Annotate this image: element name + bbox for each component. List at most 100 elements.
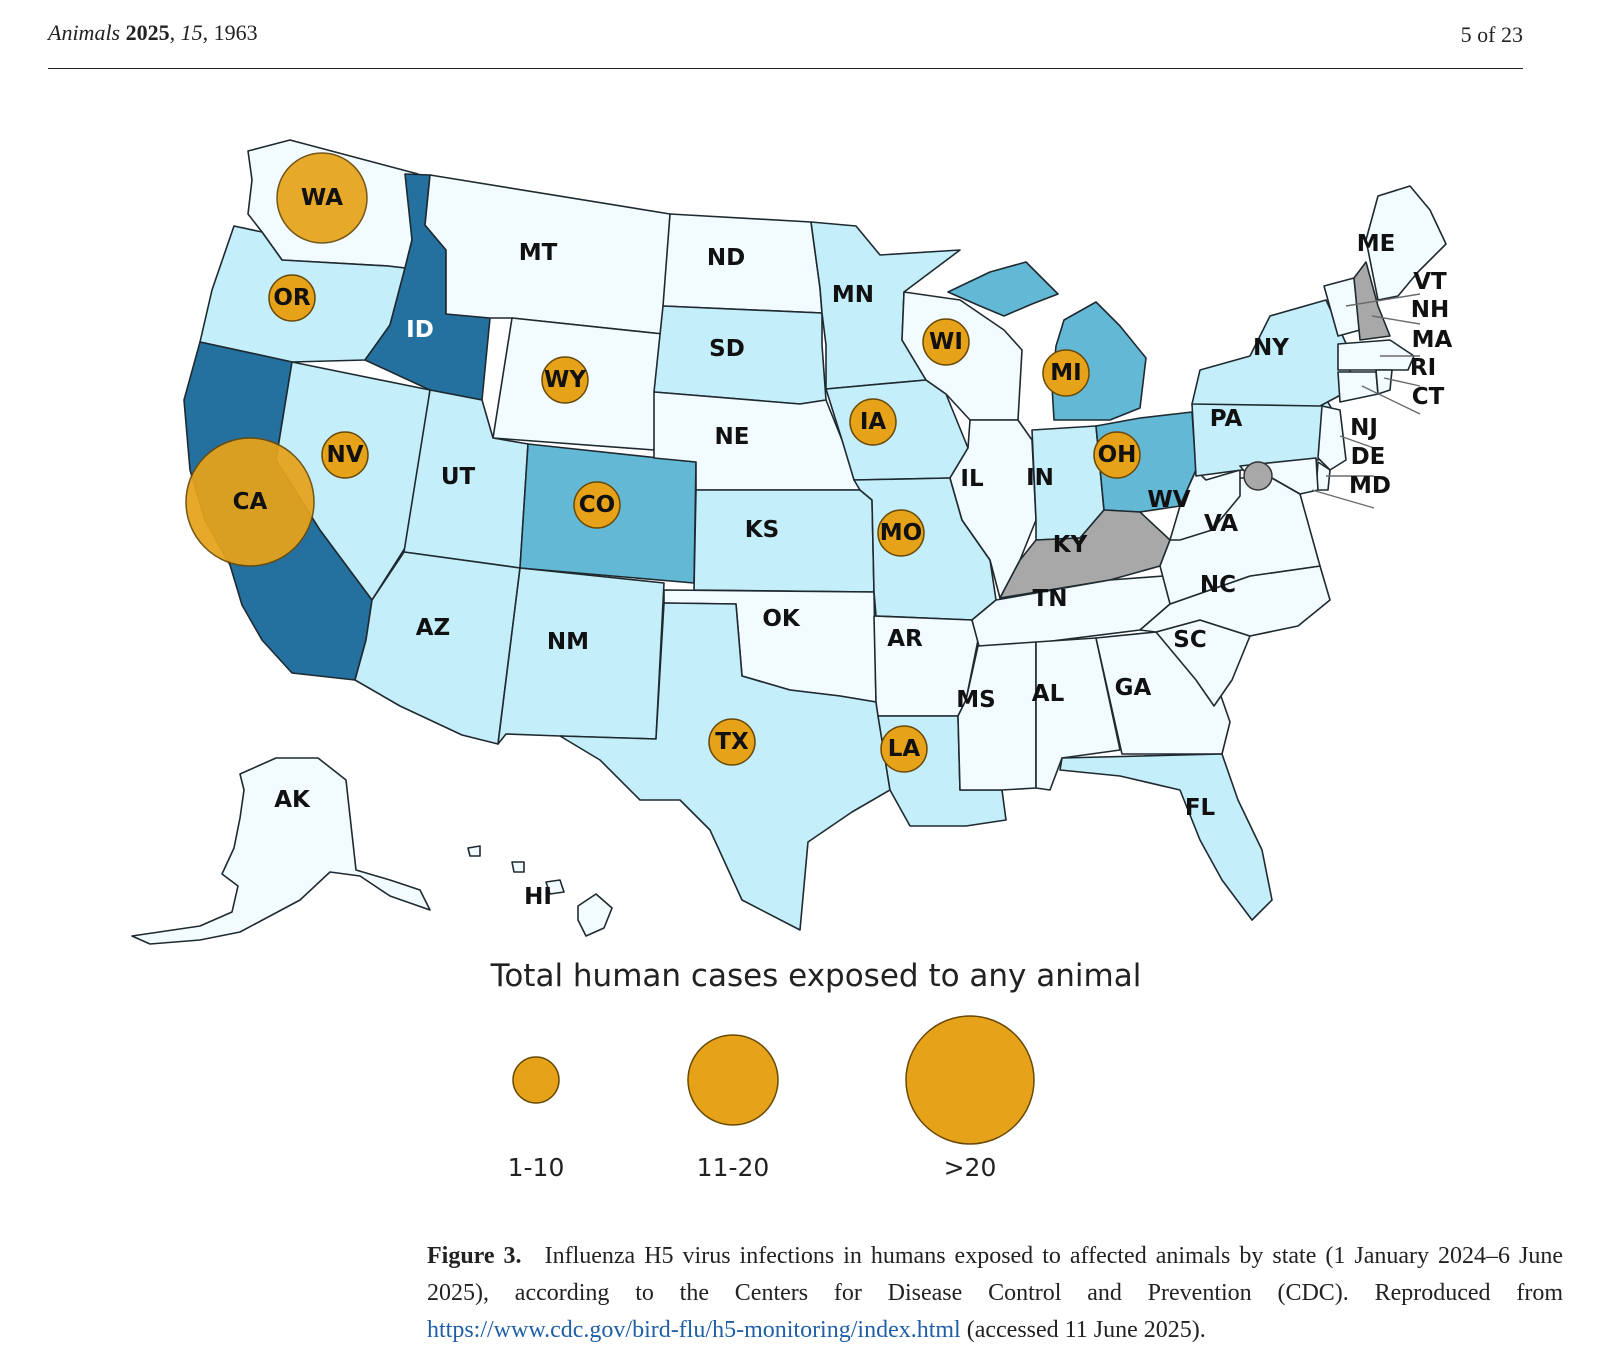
journal-name: Animals — [48, 20, 121, 45]
page-header: Animals 2025, 15, 1963 5 of 23 — [48, 18, 1523, 69]
state-TX — [559, 602, 891, 931]
case-bubbles — [185, 152, 1273, 773]
bubble-MD — [1243, 461, 1273, 491]
label-ID: ID — [406, 317, 434, 343]
label-LA: LA — [888, 736, 921, 762]
label-MD: MD — [1349, 473, 1391, 499]
leader-NJ — [1339, 435, 1375, 449]
journal-year: 2025 — [125, 20, 170, 45]
us-map-figure: Total human cases exposed to any animal … — [131, 139, 1453, 1182]
state-HI — [577, 893, 613, 937]
label-CT: CT — [1412, 384, 1445, 410]
label-VT: VT — [1413, 269, 1447, 295]
label-MS: MS — [956, 687, 995, 713]
bubble-IA — [849, 398, 897, 446]
state-KS — [693, 489, 875, 593]
label-MI: MI — [1050, 360, 1081, 386]
bubble-TX — [708, 718, 756, 766]
label-IN: IN — [1026, 465, 1054, 491]
caption-text: Influenza H5 virus infections in humans … — [427, 1243, 1564, 1306]
label-MT: MT — [519, 240, 558, 266]
caption-accessed: (accessed 11 June 2025). — [966, 1317, 1206, 1343]
leader-RI — [1383, 377, 1421, 387]
small-state-leader-lines — [1311, 293, 1421, 509]
state-ME — [1365, 185, 1447, 301]
article-number: 1963 — [213, 20, 258, 45]
state-MA — [1337, 339, 1415, 371]
label-KY: KY — [1053, 532, 1088, 558]
bubble-MO — [877, 509, 925, 557]
legend-circle-2 — [905, 1015, 1035, 1145]
source-link[interactable]: https://www.cdc.gov/bird-flu/h5-monitori… — [427, 1317, 961, 1343]
label-WA: WA — [301, 185, 343, 211]
label-NC: NC — [1200, 572, 1236, 598]
legend-label-2: >20 — [944, 1153, 997, 1182]
label-NM: NM — [547, 629, 589, 655]
label-FL: FL — [1185, 795, 1216, 821]
label-NJ: NJ — [1350, 415, 1378, 441]
label-OK: OK — [762, 606, 801, 632]
label-DE: DE — [1351, 444, 1386, 470]
state-KY — [999, 509, 1171, 599]
state-AK — [131, 757, 431, 945]
state-RI — [1375, 369, 1393, 395]
bubble-WY — [541, 356, 589, 404]
label-MN: MN — [832, 282, 874, 308]
label-HI: HI — [524, 884, 552, 910]
legend-title: Total human cases exposed to any animal — [490, 958, 1142, 994]
state-NJ — [1317, 405, 1347, 471]
bubble-OH — [1093, 431, 1141, 479]
state-MI-upper — [947, 261, 1059, 317]
figure-label: Figure 3. — [427, 1243, 522, 1269]
label-SD: SD — [709, 336, 745, 362]
label-WY: WY — [544, 367, 586, 393]
bubble-CA — [185, 437, 315, 567]
legend-label-0: 1-10 — [508, 1153, 565, 1182]
legend-label-1: 11-20 — [697, 1153, 770, 1182]
label-NH: NH — [1411, 297, 1450, 323]
journal-volume: 15 — [180, 20, 203, 45]
state-NM — [497, 567, 665, 745]
legend-circle-0 — [512, 1056, 560, 1104]
label-SC: SC — [1173, 627, 1206, 653]
label-ND: ND — [707, 245, 745, 271]
state-CT — [1337, 371, 1379, 403]
bubble-LA — [880, 725, 928, 773]
state-HI-3 — [511, 861, 525, 873]
label-AZ: AZ — [416, 615, 450, 641]
label-NV: NV — [326, 442, 363, 468]
figure-caption: Figure 3. Influenza H5 virus infections … — [427, 1238, 1563, 1349]
leader-CT — [1361, 385, 1421, 415]
legend: 1-10 11-20 >20 — [508, 1015, 1035, 1182]
label-IL: IL — [960, 466, 984, 492]
label-PA: PA — [1210, 406, 1243, 432]
label-IA: IA — [860, 409, 887, 435]
label-MA: MA — [1412, 327, 1453, 353]
journal-citation: Animals 2025, 15, 1963 — [48, 20, 258, 45]
label-NY: NY — [1253, 335, 1289, 361]
label-AR: AR — [887, 626, 923, 652]
leader-VT — [1345, 293, 1421, 307]
state-labels: WA OR CA NV ID MT WY UT AZ NM CO ND SD NE KS OK TX MN IA MO… — [233, 185, 1453, 910]
label-TX: TX — [715, 729, 749, 755]
label-VA: VA — [1204, 511, 1238, 537]
label-TN: TN — [1033, 586, 1068, 612]
state-FL — [1059, 753, 1273, 921]
label-WI: WI — [929, 329, 963, 355]
leader-NH — [1371, 315, 1421, 325]
label-OH: OH — [1098, 442, 1137, 468]
state-shapes — [131, 139, 1447, 945]
label-CA: CA — [233, 489, 268, 515]
label-MO: MO — [880, 520, 922, 546]
bubble-NV — [321, 431, 369, 479]
label-UT: UT — [441, 464, 476, 490]
label-AK: AK — [274, 787, 311, 813]
state-HI-2 — [545, 879, 565, 895]
label-WV: WV — [1147, 487, 1190, 513]
label-GA: GA — [1115, 675, 1152, 701]
leader-MD — [1311, 489, 1375, 509]
bubble-CO — [573, 481, 621, 529]
label-NE: NE — [715, 424, 750, 450]
bubble-WA — [276, 152, 368, 244]
state-AZ — [354, 551, 521, 745]
